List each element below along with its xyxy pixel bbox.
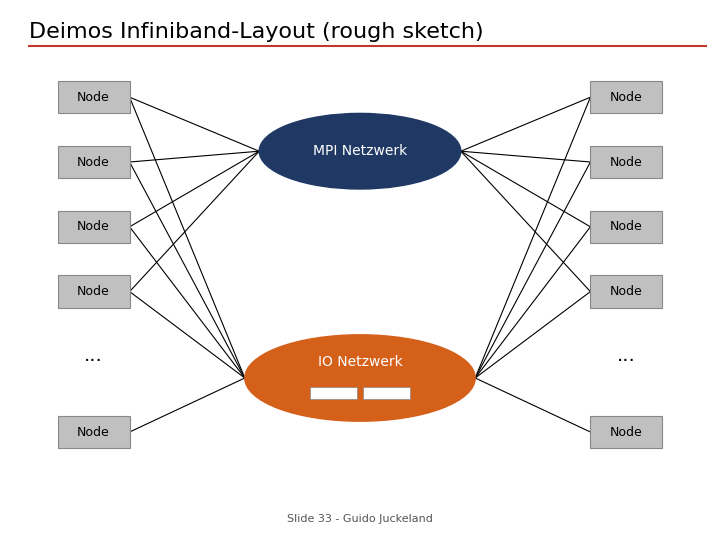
FancyBboxPatch shape bbox=[58, 211, 130, 243]
Ellipse shape bbox=[245, 335, 475, 421]
FancyBboxPatch shape bbox=[363, 387, 410, 399]
Text: Node: Node bbox=[77, 156, 110, 168]
FancyBboxPatch shape bbox=[58, 81, 130, 113]
Text: IO Netzwerk: IO Netzwerk bbox=[318, 355, 402, 369]
Text: Slide 33 - Guido Juckeland: Slide 33 - Guido Juckeland bbox=[287, 514, 433, 524]
Text: MPI Netzwerk: MPI Netzwerk bbox=[313, 144, 407, 158]
Text: Node: Node bbox=[610, 285, 643, 298]
Text: Node: Node bbox=[77, 220, 110, 233]
Ellipse shape bbox=[259, 113, 461, 189]
Text: Node: Node bbox=[77, 91, 110, 104]
FancyBboxPatch shape bbox=[58, 416, 130, 448]
FancyBboxPatch shape bbox=[590, 275, 662, 308]
Text: Deimos Infiniband-Layout (rough sketch): Deimos Infiniband-Layout (rough sketch) bbox=[29, 22, 483, 42]
Text: ···: ··· bbox=[84, 352, 103, 372]
FancyBboxPatch shape bbox=[58, 146, 130, 178]
FancyBboxPatch shape bbox=[590, 146, 662, 178]
FancyBboxPatch shape bbox=[310, 387, 357, 399]
Text: ···: ··· bbox=[617, 352, 636, 372]
FancyBboxPatch shape bbox=[590, 416, 662, 448]
Text: Node: Node bbox=[610, 91, 643, 104]
Text: Node: Node bbox=[610, 156, 643, 168]
FancyBboxPatch shape bbox=[58, 275, 130, 308]
Text: Node: Node bbox=[77, 426, 110, 438]
FancyBboxPatch shape bbox=[590, 211, 662, 243]
FancyBboxPatch shape bbox=[590, 81, 662, 113]
Text: Node: Node bbox=[610, 220, 643, 233]
Text: Node: Node bbox=[610, 426, 643, 438]
Text: Node: Node bbox=[77, 285, 110, 298]
